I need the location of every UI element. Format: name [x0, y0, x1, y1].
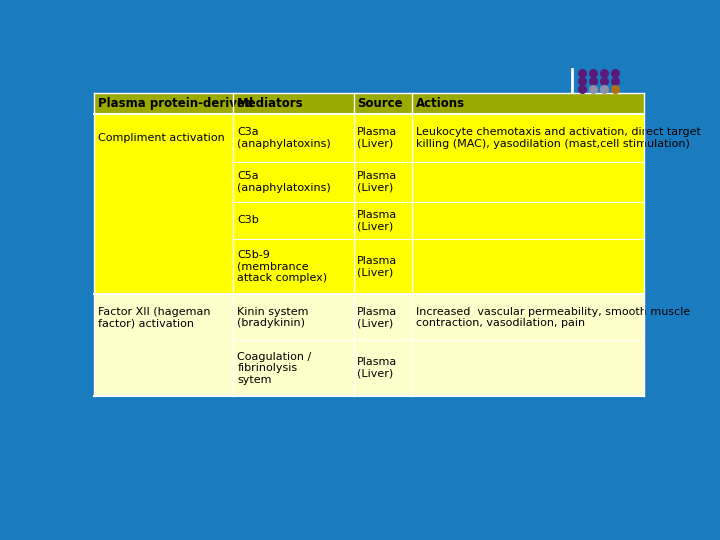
Text: Plasma
(Liver): Plasma (Liver) — [357, 210, 397, 231]
Bar — [354, 340, 412, 396]
Bar — [412, 114, 644, 294]
Text: Plasma
(Liver): Plasma (Liver) — [357, 307, 397, 328]
Text: Plasma
(Liver): Plasma (Liver) — [357, 357, 397, 379]
Text: Kinin system
(bradykinin): Kinin system (bradykinin) — [238, 307, 309, 328]
Text: C3a
(anaphylatoxins): C3a (anaphylatoxins) — [238, 127, 331, 148]
Text: Plasma protein-derived: Plasma protein-derived — [98, 97, 253, 110]
Bar — [233, 294, 354, 340]
Bar — [354, 294, 412, 340]
Text: Plasma
(Liver): Plasma (Liver) — [357, 127, 397, 148]
Bar — [233, 114, 354, 162]
Text: Coagulation /
fibrinolysis
sytem: Coagulation / fibrinolysis sytem — [238, 352, 312, 385]
Text: C5b-9
(membrance
attack complex): C5b-9 (membrance attack complex) — [238, 250, 328, 283]
Bar — [94, 114, 233, 294]
Text: Plasma
(Liver): Plasma (Liver) — [357, 256, 397, 278]
Bar — [412, 294, 644, 396]
Text: Leukocyte chemotaxis and activation, direct target
killing (MAC), yasodilation (: Leukocyte chemotaxis and activation, dir… — [415, 127, 701, 148]
Bar — [233, 202, 354, 239]
Text: Source: Source — [357, 97, 403, 110]
Bar — [354, 162, 412, 202]
Text: Plasma
(Liver): Plasma (Liver) — [357, 171, 397, 193]
Bar — [354, 239, 412, 294]
Bar — [233, 340, 354, 396]
Bar — [233, 239, 354, 294]
Text: Factor XII (hageman
factor) activation: Factor XII (hageman factor) activation — [98, 307, 210, 328]
Bar — [94, 294, 233, 396]
Bar — [354, 114, 412, 162]
Text: Compliment activation: Compliment activation — [98, 133, 225, 143]
Bar — [233, 162, 354, 202]
Text: Actions: Actions — [415, 97, 464, 110]
Bar — [354, 202, 412, 239]
Bar — [94, 93, 644, 114]
Text: C5a
(anaphylatoxins): C5a (anaphylatoxins) — [238, 171, 331, 193]
Text: Increased  vascular permeability, smooth muscle
contraction, vasodilation, pain: Increased vascular permeability, smooth … — [415, 307, 690, 328]
Text: Mediators: Mediators — [238, 97, 304, 110]
Text: C3b: C3b — [238, 215, 259, 225]
